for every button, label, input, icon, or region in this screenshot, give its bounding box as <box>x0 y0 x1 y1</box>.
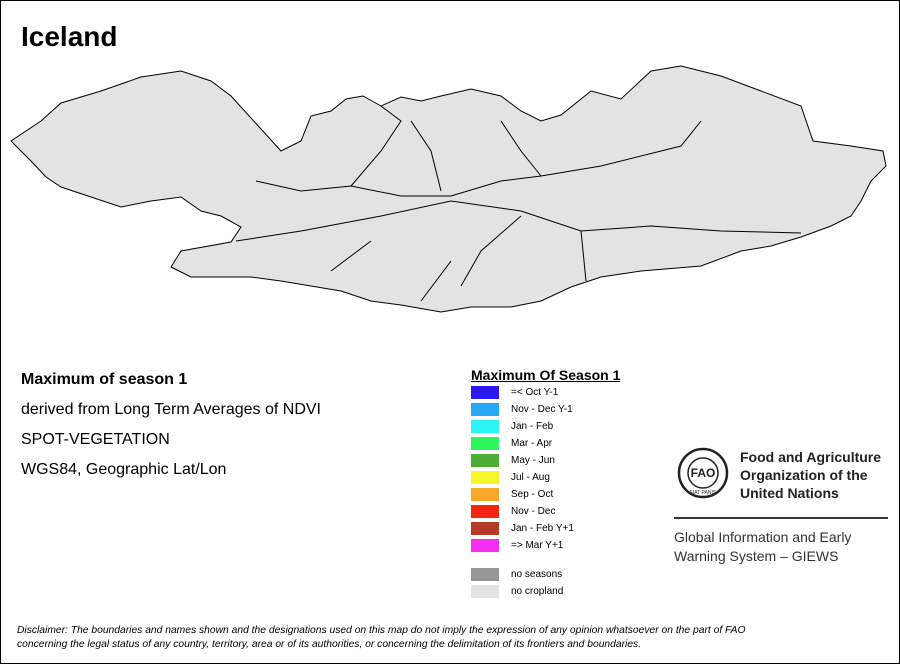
legend-swatch <box>471 505 499 518</box>
legend-label: no cropland <box>511 586 564 597</box>
org-name: Food and Agriculture <box>740 449 882 465</box>
legend-label: Jul - Aug <box>511 472 550 483</box>
legend-label: Mar - Apr <box>511 438 553 449</box>
legend-label: Sep - Oct <box>511 489 554 500</box>
region-boundaries <box>235 105 802 302</box>
legend-swatch <box>471 471 499 484</box>
legend-swatch <box>471 454 499 467</box>
legend-swatch <box>471 568 499 581</box>
legend-title: Maximum Of Season 1 <box>471 367 621 383</box>
org-name: Organization of the <box>740 467 868 483</box>
legend-swatch <box>471 539 499 552</box>
logo-motto: FIAT PANIS <box>690 490 717 496</box>
legend-swatch <box>471 488 499 501</box>
info-line: WGS84, Geographic Lat/Lon <box>21 461 227 478</box>
info-line: SPOT-VEGETATION <box>21 431 170 448</box>
map <box>10 65 887 313</box>
legend-label: no seasons <box>511 569 563 580</box>
legend-swatch <box>471 522 499 535</box>
legend-label: May - Jun <box>511 455 555 466</box>
info-line: Maximum of season 1 <box>21 371 188 388</box>
legend-swatch <box>471 403 499 416</box>
legend-swatch <box>471 437 499 450</box>
legend-swatch <box>471 386 499 399</box>
org-name: United Nations <box>740 485 839 501</box>
system-name: Warning System – GIEWS <box>674 548 839 564</box>
country-shape <box>10 65 887 313</box>
legend-label: Jan - Feb Y+1 <box>511 523 574 534</box>
system-name: Global Information and Early <box>674 529 852 545</box>
fao-logo: FAO FIAT PANIS <box>677 447 729 499</box>
legend-label: Jan - Feb <box>511 421 554 432</box>
logo-letters: FAO <box>691 466 716 480</box>
disclaimer: concerning the legal status of any count… <box>17 639 642 650</box>
map-title: Iceland <box>21 21 118 52</box>
legend-swatch <box>471 585 499 598</box>
legend-label: =< Oct Y-1 <box>511 387 559 398</box>
legend-swatch <box>471 420 499 433</box>
legend-label: Nov - Dec Y-1 <box>511 404 573 415</box>
disclaimer: Disclaimer: The boundaries and names sho… <box>17 625 746 636</box>
legend-label: => Mar Y+1 <box>511 540 564 551</box>
divider <box>674 517 888 519</box>
legend-label: Nov - Dec <box>511 506 556 517</box>
info-line: derived from Long Term Averages of NDVI <box>21 401 321 418</box>
